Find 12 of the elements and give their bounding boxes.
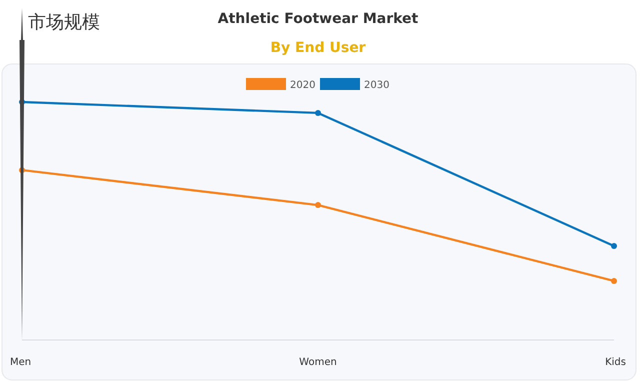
x-tick-label: Kids [605,357,626,368]
point [611,278,617,284]
point [315,202,321,208]
legend-label: 2020 [290,80,316,91]
point [611,242,617,249]
chart-title: Athletic Footwear Market [218,11,419,27]
point [315,110,321,116]
y-axis-title: 市场规模 [28,12,100,33]
chart-subtitle: By End User [270,40,366,56]
x-tick-label: Women [299,357,337,368]
x-tick-label: Men [10,357,32,368]
legend-label: 2030 [364,80,390,91]
